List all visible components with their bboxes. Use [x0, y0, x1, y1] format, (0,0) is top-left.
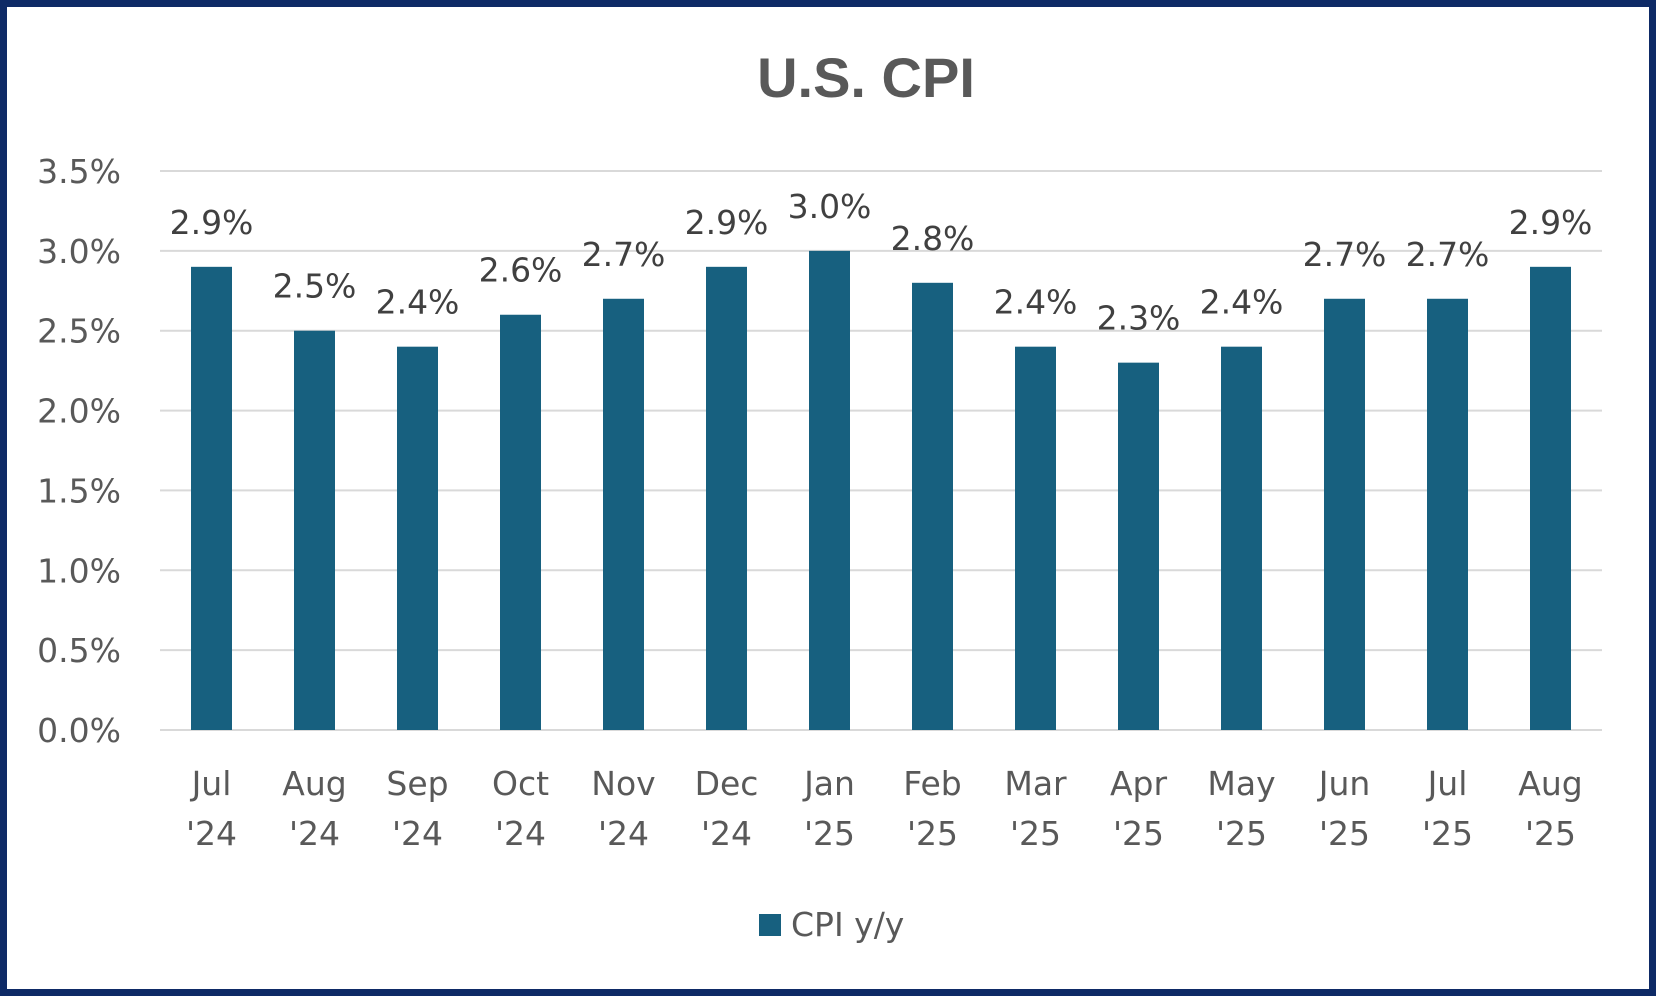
data-label: 2.4% — [376, 283, 460, 322]
y-tick-label: 0.5% — [37, 631, 121, 670]
data-label: 2.4% — [1200, 283, 1284, 322]
y-tick-label: 1.5% — [37, 471, 121, 510]
x-tick-label: Oct '24 — [492, 764, 549, 853]
bar — [809, 250, 850, 730]
y-tick-label: 3.5% — [37, 152, 121, 191]
data-label: 2.9% — [1509, 203, 1593, 242]
bar — [1324, 298, 1365, 730]
data-label: 2.5% — [273, 267, 357, 306]
y-tick-label: 0.0% — [37, 711, 121, 750]
data-label: 2.4% — [994, 283, 1078, 322]
bar — [397, 346, 438, 730]
x-tick-label: Mar '25 — [1004, 764, 1067, 853]
x-tick-label: Nov '24 — [591, 764, 655, 853]
bars — [191, 250, 1571, 730]
bar — [1015, 346, 1056, 730]
x-tick-label: Aug '24 — [282, 764, 346, 853]
x-tick-label: Jul '25 — [1422, 764, 1473, 853]
y-tick-label: 2.5% — [37, 312, 121, 351]
chart-title: U.S. CPI — [757, 46, 975, 109]
x-tick-label: Feb '25 — [903, 764, 961, 853]
x-axis-tick-labels: Jul '24 Aug '24 Sep '24 Oct '24 Nov '24 Dec '24 Jan '… — [186, 764, 1583, 853]
legend-label: CPI y/y — [791, 905, 904, 944]
x-tick-label: Aug '25 — [1518, 764, 1582, 853]
legend: CPI y/y — [759, 905, 904, 944]
bar — [706, 266, 747, 730]
data-label: 2.3% — [1097, 299, 1181, 338]
legend-swatch — [759, 914, 781, 936]
data-label: 2.8% — [891, 219, 975, 258]
data-labels: 2.9% 2.5% 2.4% 2.6% 2.7% 2.9% 3.0% 2.8% 2.4% 2.3%… — [170, 187, 1593, 338]
y-axis-tick-labels: 0.0% 0.5% 1.0% 1.5% 2.0% 2.5% 3.0% 3.5% — [37, 152, 121, 750]
bar — [500, 314, 541, 730]
x-tick-label: Jun '25 — [1317, 764, 1371, 853]
bar — [1118, 362, 1159, 730]
data-label: 2.7% — [1406, 235, 1490, 274]
data-label: 2.9% — [685, 203, 769, 242]
x-tick-label: Sep '24 — [386, 764, 448, 853]
y-tick-label: 1.0% — [37, 551, 121, 590]
y-tick-label: 3.0% — [37, 232, 121, 271]
bar — [191, 266, 232, 730]
x-tick-label: Dec '24 — [695, 764, 759, 853]
bar — [1530, 266, 1571, 730]
y-tick-label: 2.0% — [37, 392, 121, 431]
x-tick-label: May '25 — [1207, 764, 1275, 853]
x-tick-label: Jan '25 — [802, 764, 855, 853]
data-label: 2.7% — [1303, 235, 1387, 274]
bar — [603, 298, 644, 730]
bar — [1221, 346, 1262, 730]
bar — [1427, 298, 1468, 730]
x-tick-label: Apr '25 — [1110, 764, 1168, 853]
data-label: 2.7% — [582, 235, 666, 274]
bar — [912, 282, 953, 730]
x-tick-label: Jul '24 — [186, 764, 237, 853]
data-label: 3.0% — [788, 187, 872, 226]
bar — [294, 330, 335, 730]
data-label: 2.6% — [479, 251, 563, 290]
data-label: 2.9% — [170, 203, 254, 242]
